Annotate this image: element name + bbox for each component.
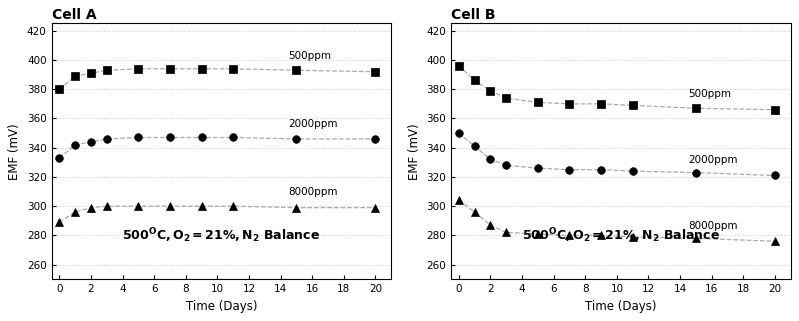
Text: $\mathbf{500^OC, O_2=21\%, N_2\ Balance}$: $\mathbf{500^OC, O_2=21\%, N_2\ Balance}… — [522, 226, 720, 245]
X-axis label: Time (Days): Time (Days) — [185, 300, 257, 313]
X-axis label: Time (Days): Time (Days) — [585, 300, 657, 313]
Text: 500ppm: 500ppm — [288, 51, 332, 62]
Text: 500ppm: 500ppm — [688, 90, 731, 100]
Y-axis label: EMF (mV): EMF (mV) — [407, 123, 421, 180]
Text: 8000ppm: 8000ppm — [688, 221, 737, 231]
Text: $\mathbf{500^OC, O_2=21\%, N_2\ Balance}$: $\mathbf{500^OC, O_2=21\%, N_2\ Balance}… — [122, 226, 320, 245]
Text: 2000ppm: 2000ppm — [688, 155, 737, 165]
Text: Cell A: Cell A — [51, 8, 96, 22]
Y-axis label: EMF (mV): EMF (mV) — [8, 123, 22, 180]
Text: Cell B: Cell B — [451, 8, 495, 22]
Text: 8000ppm: 8000ppm — [288, 187, 338, 197]
Text: 2000ppm: 2000ppm — [288, 119, 338, 129]
